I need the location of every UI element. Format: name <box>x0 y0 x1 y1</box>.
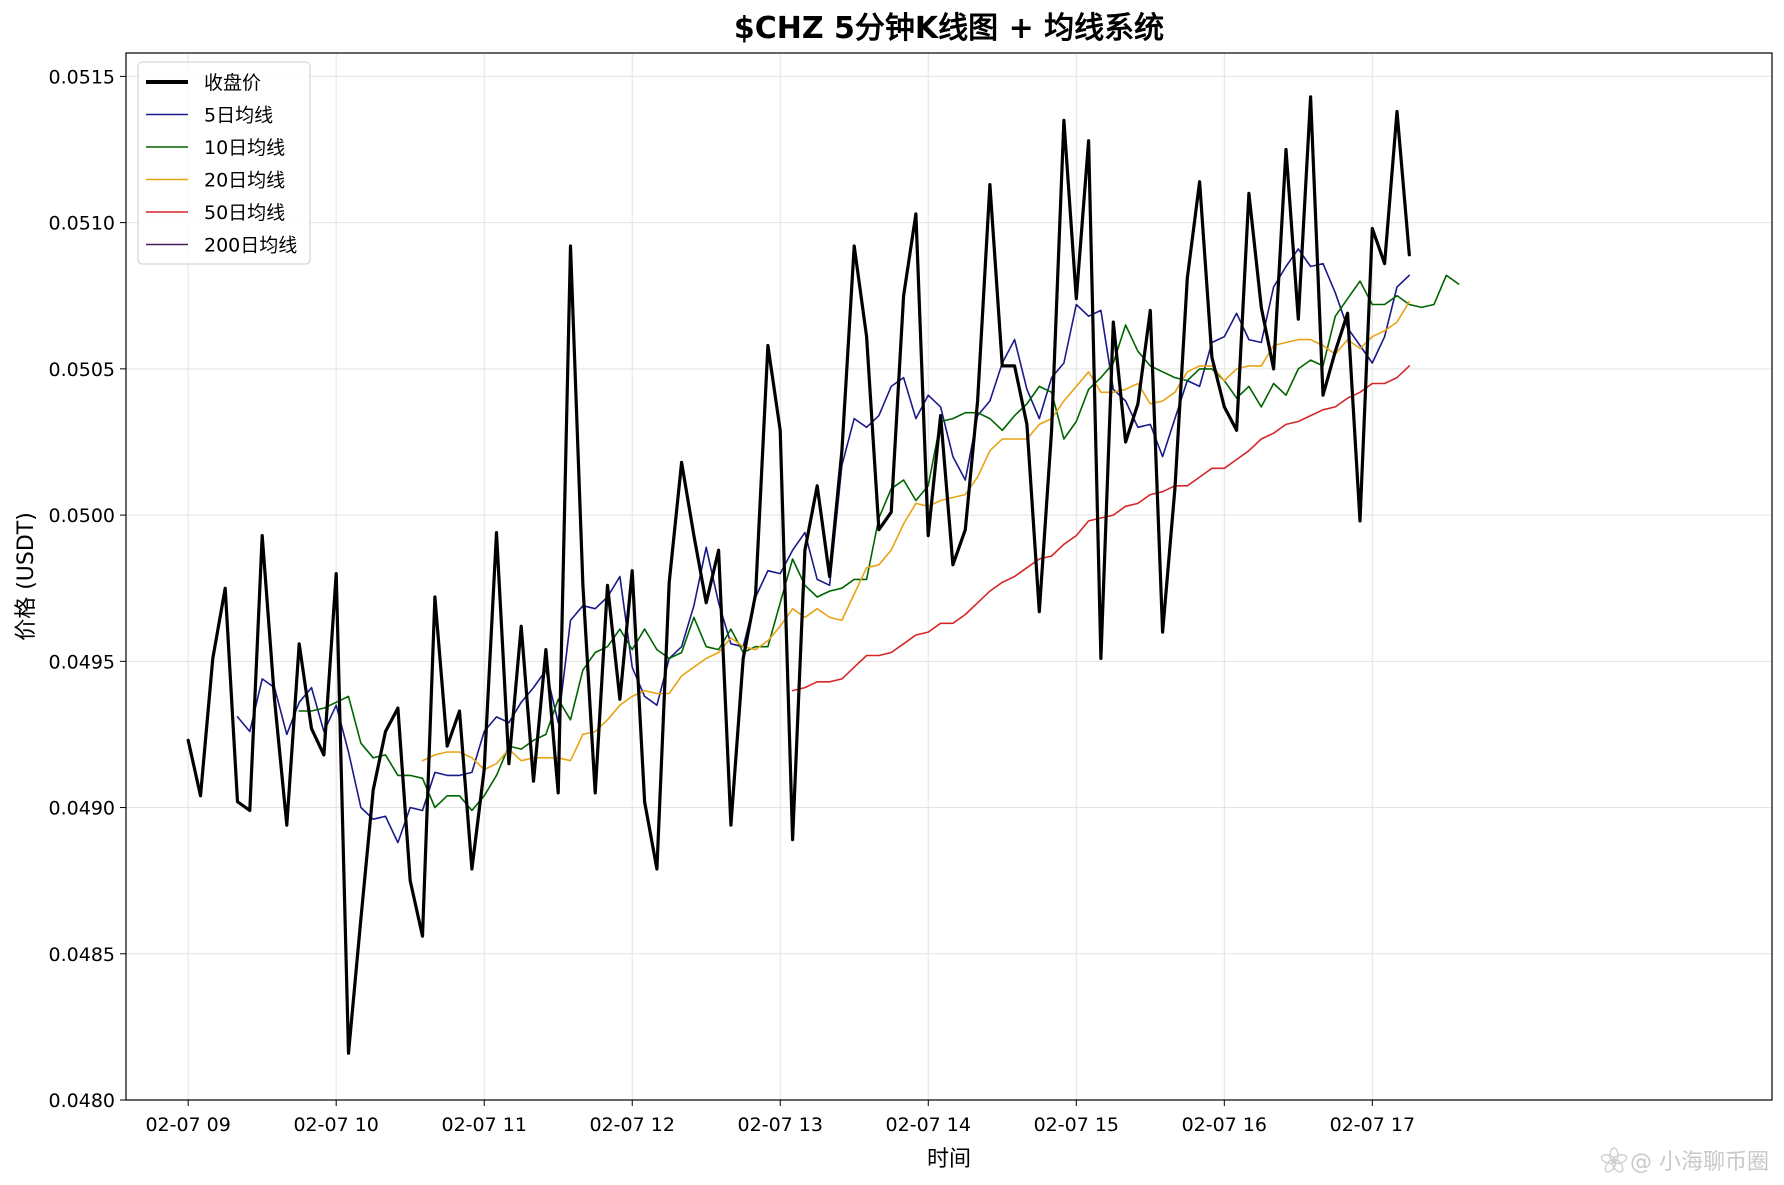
plot-frame <box>125 52 1773 1101</box>
series-line-0 <box>186 95 1411 1055</box>
y-tick-label: 0.0480 <box>49 1090 115 1112</box>
x-axis-label: 时间 <box>927 1147 971 1172</box>
x-tick-label: 02-07 12 <box>590 1114 675 1136</box>
legend-box <box>137 61 311 265</box>
series-lines <box>186 95 1460 1055</box>
series-line-1 <box>236 248 1411 844</box>
series-line-4 <box>791 365 1411 692</box>
y-tick-label: 0.0510 <box>49 213 115 235</box>
x-axis-ticks: 02-07 09 02-07 10 02-07 11 02-07 12 02-07 13… <box>145 1100 1415 1136</box>
x-tick-label: 02-07 11 <box>441 1114 526 1136</box>
legend-label: 10日均线 <box>204 137 285 159</box>
legend-label: 200日均线 <box>204 235 297 257</box>
series-line-2 <box>298 274 1460 812</box>
y-tick-label: 0.0495 <box>49 651 115 673</box>
flower-petal <box>1600 1154 1616 1165</box>
y-tick-label: 0.0515 <box>49 66 115 88</box>
grid <box>126 53 1772 1101</box>
x-tick-label: 02-07 13 <box>738 1114 823 1136</box>
legend-label: 50日均线 <box>204 202 285 224</box>
chart-title: $CHZ 5分钟K线图 + 均线系统 <box>734 11 1164 46</box>
y-tick-label: 0.0505 <box>49 359 115 381</box>
y-tick-label: 0.0485 <box>49 944 115 966</box>
legend-label: 5日均线 <box>204 105 273 127</box>
y-axis-ticks: 0.0480 0.0485 0.0490 0.0495 0.0500 0.0505 0.05… <box>49 66 126 1112</box>
x-tick-label: 02-07 17 <box>1330 1114 1415 1136</box>
x-tick-label: 02-07 16 <box>1182 1114 1267 1136</box>
x-tick-label: 02-07 14 <box>886 1114 971 1136</box>
watermark-text: @ 小海聊币圈 <box>1630 1150 1769 1175</box>
x-tick-label: 02-07 10 <box>293 1114 378 1136</box>
legend-label: 收盘价 <box>204 72 261 94</box>
x-tick-label: 02-07 15 <box>1034 1114 1119 1136</box>
y-tick-label: 0.0500 <box>49 505 115 527</box>
watermark: @ 小海聊币圈 <box>1600 1147 1769 1175</box>
flower-logo-icon <box>1600 1147 1628 1173</box>
x-tick-label: 02-07 09 <box>145 1114 230 1136</box>
legend: 收盘价 5日均线 10日均线 20日均线 50日均线 200日均线 <box>137 61 311 265</box>
y-tick-label: 0.0490 <box>49 798 115 820</box>
legend-label: 20日均线 <box>204 170 285 192</box>
y-axis-label: 价格 (USDT) <box>14 512 39 641</box>
series-line-3 <box>421 300 1411 771</box>
